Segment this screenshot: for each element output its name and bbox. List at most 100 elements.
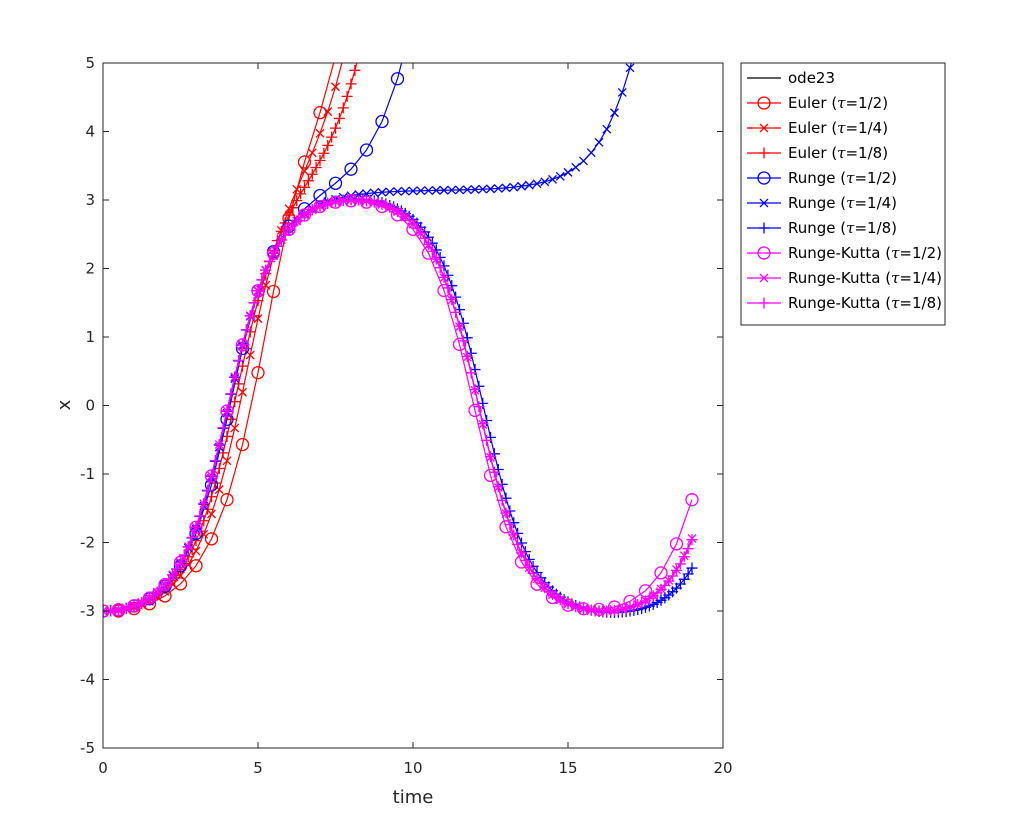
data-point (158, 577, 172, 592)
legend-box (740, 62, 946, 326)
data-point (222, 456, 232, 466)
data-point (307, 148, 317, 158)
data-point (186, 531, 198, 543)
data-point (669, 537, 684, 551)
legend-label: Runge (τ=1/2) (788, 169, 897, 187)
data-point (344, 162, 358, 176)
data-point (393, 186, 402, 196)
data-point (509, 182, 519, 192)
data-point (291, 195, 303, 207)
data-point (357, 35, 368, 46)
data-point (385, 187, 395, 197)
data-point (493, 183, 503, 193)
data-point (237, 339, 248, 351)
data-point (175, 556, 186, 568)
y-tick-label: -4 (80, 671, 95, 689)
legend-label: Euler (τ=1/8) (788, 144, 888, 162)
data-point (492, 481, 504, 493)
data-point (297, 208, 312, 222)
data-point (213, 438, 225, 450)
data-point (532, 179, 542, 189)
data-point (682, 568, 694, 580)
x-tick-label: 0 (98, 759, 108, 777)
data-point (204, 532, 219, 546)
data-point (194, 510, 206, 522)
data-point (251, 366, 265, 380)
data-point (248, 297, 260, 309)
data-point (306, 168, 318, 180)
data-point (173, 577, 188, 591)
legend-entry: Runge-Kutta (τ=1/4) (747, 269, 942, 287)
data-point (292, 184, 302, 194)
series-rk4-9 (103, 194, 698, 617)
data-point (519, 555, 531, 567)
data-point (390, 72, 405, 86)
data-point (284, 204, 294, 214)
legend-entry: Runge-Kutta (τ=1/2) (747, 244, 942, 262)
data-point (442, 282, 454, 294)
legend-label: Runge-Kutta (τ=1/8) (788, 294, 942, 312)
series-line (103, 63, 403, 612)
data-point (315, 128, 325, 138)
data-point (295, 188, 307, 200)
data-point (501, 183, 511, 193)
data-point (220, 493, 234, 507)
data-point (217, 422, 229, 434)
data-point (496, 494, 508, 506)
x-tick-label: 15 (558, 759, 577, 777)
data-point (235, 437, 250, 452)
data-point (204, 469, 219, 483)
data-point (524, 180, 534, 190)
legend-marker (759, 123, 769, 133)
data-point (287, 202, 299, 214)
legend-marker (757, 246, 771, 260)
data-point (230, 423, 240, 433)
data-point (275, 234, 287, 246)
legend-entry: Runge (τ=1/8) (747, 219, 897, 237)
legend-label: Runge (τ=1/8) (788, 219, 897, 237)
data-point (579, 156, 588, 166)
data-point (447, 185, 457, 195)
data-point (330, 50, 342, 62)
legend-label: Runge-Kutta (τ=1/2) (788, 244, 942, 262)
data-point (457, 335, 469, 347)
data-point (220, 404, 234, 418)
data-point (423, 239, 434, 251)
data-point (469, 384, 481, 396)
legend-label: Runge (τ=1/4) (788, 194, 897, 212)
data-point (323, 107, 333, 117)
data-point (555, 171, 565, 181)
data-point (345, 78, 357, 90)
legend-label: Runge-Kutta (τ=1/4) (788, 269, 942, 287)
data-point (470, 185, 480, 194)
data-point (610, 108, 619, 118)
data-point (341, 90, 353, 102)
data-point (426, 245, 438, 257)
data-point (235, 338, 250, 352)
y-tick-label: 2 (85, 260, 95, 278)
data-point (419, 232, 431, 244)
data-point (465, 367, 477, 379)
data-point (563, 167, 573, 177)
legend-marker (757, 171, 771, 185)
data-point (233, 354, 245, 366)
data-point (450, 306, 462, 318)
data-point (438, 271, 450, 283)
y-tick-label: 1 (85, 328, 95, 346)
data-point (251, 284, 265, 298)
data-point (654, 566, 668, 580)
data-point (328, 176, 343, 190)
data-point (504, 519, 516, 531)
data-point (369, 188, 379, 198)
data-point (488, 466, 500, 478)
data-point (500, 507, 512, 519)
series-line (103, 63, 335, 612)
data-point (238, 387, 247, 397)
data-point (299, 181, 310, 193)
data-point (686, 562, 698, 574)
data-point (326, 131, 338, 143)
legend-label: Euler (τ=1/4) (788, 119, 888, 137)
data-point (478, 184, 488, 194)
data-point (452, 337, 467, 351)
data-point (349, 64, 361, 76)
